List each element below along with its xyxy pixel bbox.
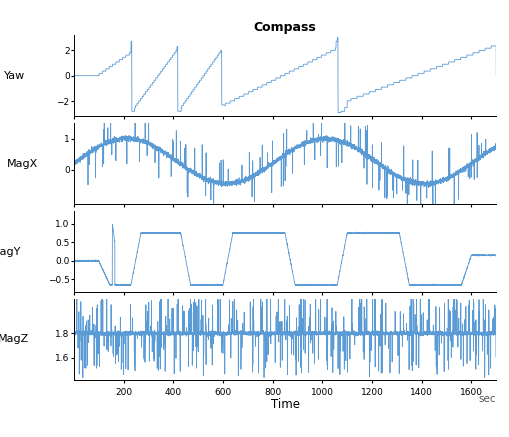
Y-axis label: MagX: MagX (7, 159, 38, 169)
Text: sec: sec (478, 394, 496, 404)
Title: Compass: Compass (253, 21, 317, 34)
X-axis label: Time: Time (271, 398, 299, 411)
Y-axis label: Yaw: Yaw (4, 71, 25, 81)
Y-axis label: MagY: MagY (0, 246, 21, 257)
Y-axis label: MagZ: MagZ (0, 334, 29, 344)
